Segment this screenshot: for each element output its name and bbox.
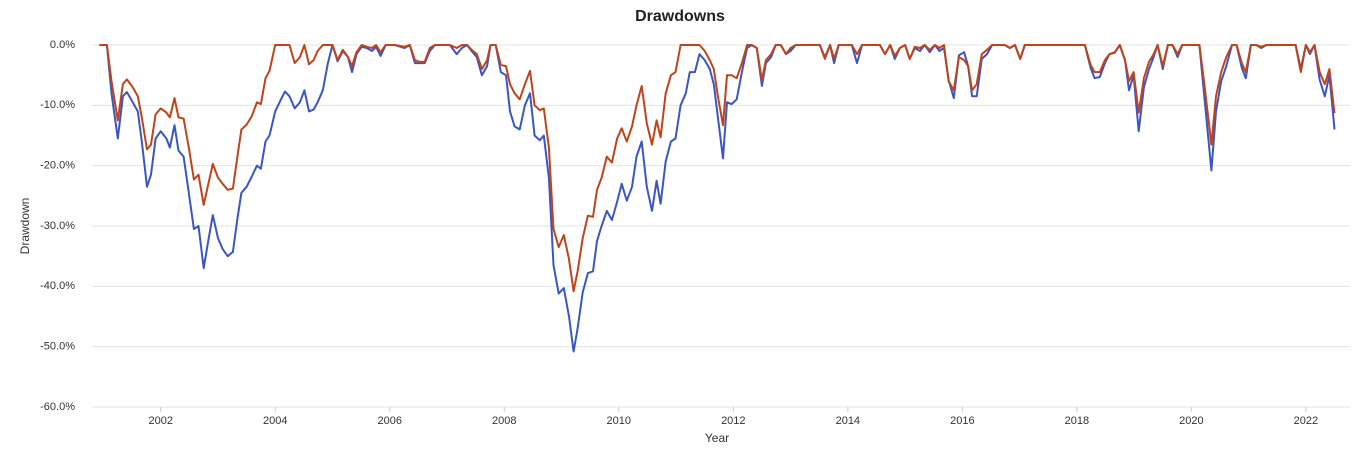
x-tick-label: 2010 [607,415,631,427]
x-tick-label: 2006 [378,415,402,427]
x-tick-label: 2020 [1179,415,1203,427]
y-tick-label: -30.0% [40,220,75,232]
y-tick-label: -40.0% [40,280,75,292]
chart-title: Drawdowns [635,8,725,25]
x-tick-label: 2014 [836,415,860,427]
line [99,44,1336,293]
y-tick-label: -20.0% [40,160,75,172]
x-tick-label: 2016 [950,415,974,427]
x-tick-label: 2008 [492,415,516,427]
y-tick-label: -10.0% [40,99,75,111]
x-axis-label: Year [705,431,729,445]
y-tick-label: -50.0% [40,341,75,353]
x-tick-label: 2004 [263,415,287,427]
x-tick-label: 2012 [721,415,745,427]
y-tick-label: 0.0% [50,39,75,51]
y-tick-label: -60.0% [40,401,75,413]
x-tick-label: 2018 [1065,415,1089,427]
y-axis-label: Drawdown [18,198,32,255]
x-tick-label: 2002 [148,415,172,427]
x-tick-label: 2022 [1294,415,1318,427]
